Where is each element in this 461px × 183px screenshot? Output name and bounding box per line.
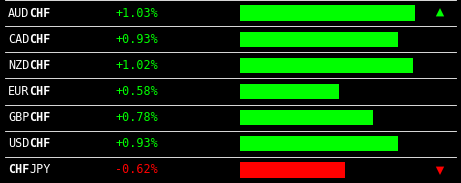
Bar <box>240 162 345 178</box>
Text: EUR: EUR <box>8 85 30 98</box>
Text: GBP: GBP <box>8 111 30 124</box>
Bar <box>240 84 338 99</box>
Text: -0.62%: -0.62% <box>115 163 158 176</box>
Text: +0.93%: +0.93% <box>115 137 158 150</box>
Text: CHF: CHF <box>30 33 51 46</box>
Text: CHF: CHF <box>8 163 30 176</box>
Text: CHF: CHF <box>30 7 51 20</box>
Text: +0.78%: +0.78% <box>115 111 158 124</box>
Text: +0.93%: +0.93% <box>115 33 158 46</box>
Text: CHF: CHF <box>30 111 51 124</box>
Text: USD: USD <box>8 137 30 150</box>
Text: CHF: CHF <box>30 59 51 72</box>
Bar <box>240 5 415 21</box>
Polygon shape <box>436 8 444 16</box>
Text: CHF: CHF <box>30 137 51 150</box>
Bar <box>240 110 372 125</box>
Polygon shape <box>436 167 444 175</box>
Text: +0.58%: +0.58% <box>115 85 158 98</box>
Text: +1.02%: +1.02% <box>115 59 158 72</box>
Text: JPY: JPY <box>30 163 51 176</box>
Text: CHF: CHF <box>30 85 51 98</box>
Bar <box>240 32 398 47</box>
Bar <box>240 58 414 73</box>
Text: +1.03%: +1.03% <box>115 7 158 20</box>
Text: CAD: CAD <box>8 33 30 46</box>
Bar <box>240 136 398 151</box>
Text: AUD: AUD <box>8 7 30 20</box>
Text: NZD: NZD <box>8 59 30 72</box>
